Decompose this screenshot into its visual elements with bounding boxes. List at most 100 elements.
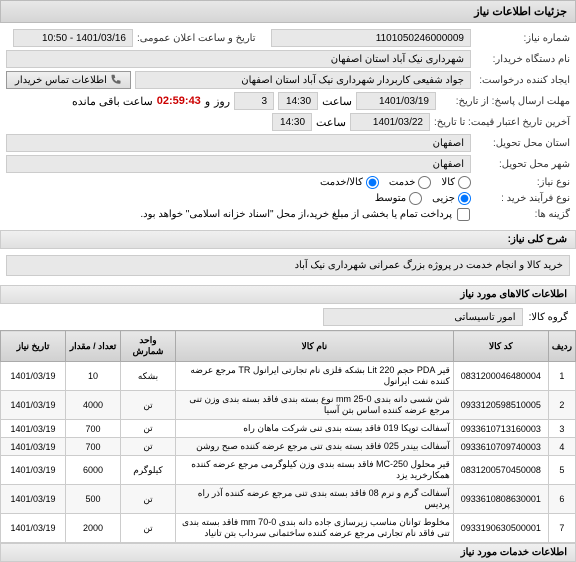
credit-date: 1401/03/22 xyxy=(350,113,430,131)
reply-time: 14:30 xyxy=(278,92,318,110)
cell-name: آسفالت گرم و نرم 08 فاقد بسته بندی تنی م… xyxy=(176,485,454,514)
buyer-org-label: نام دستگاه خریدار: xyxy=(475,54,570,65)
need-no-label: شماره نیاز: xyxy=(475,33,570,44)
cell-unit: تن xyxy=(121,391,176,420)
reply-days: 3 xyxy=(234,92,274,110)
table-row[interactable]: 60933610808630001آسفالت گرم و نرم 08 فاق… xyxy=(1,485,576,514)
cell-date: 1401/03/19 xyxy=(1,456,66,485)
col-code: کد کالا xyxy=(453,331,548,362)
saat-label-2: ساعت xyxy=(316,116,346,129)
cell-name: آسفالت بیندر 025 فاقد بسته بندی تنی مرجع… xyxy=(176,438,454,456)
contact-btn-label: اطلاعات تماس خریدار xyxy=(15,75,107,86)
reply-date: 1401/03/19 xyxy=(356,92,436,110)
requester-value: جواد شفیعی کاربردار شهرداری نیک آباد است… xyxy=(135,71,471,89)
col-date: تاریخ نیاز xyxy=(1,331,66,362)
city-label: شهر محل تحویل: xyxy=(475,159,570,170)
cell-code: 0933120598510005 xyxy=(453,391,548,420)
description-box: خرید کالا و انجام خدمت در پروژه بزرگ عمر… xyxy=(6,255,570,276)
saat-label-1: ساعت xyxy=(322,95,352,108)
cell-code: 0831200570450008 xyxy=(453,456,548,485)
cell-num: 6 xyxy=(548,485,575,514)
cell-code: 0933610709740003 xyxy=(453,438,548,456)
rooz-label: روز xyxy=(214,95,230,108)
cell-qty: 4000 xyxy=(66,391,121,420)
cell-qty: 700 xyxy=(66,420,121,438)
table-row[interactable]: 50831200570450008قیر محلول MC-250 فاقد ب… xyxy=(1,456,576,485)
cell-code: 0933610808630001 xyxy=(453,485,548,514)
cell-num: 2 xyxy=(548,391,575,420)
services-header: اطلاعات خدمات مورد نیاز xyxy=(0,543,576,562)
credit-time: 14:30 xyxy=(272,113,312,131)
city-value: اصفهان xyxy=(6,155,471,173)
cell-name: آسفالت توپکا 019 فاقد بسته بندی تنی شرکت… xyxy=(176,420,454,438)
announce-value: 1401/03/16 - 10:50 xyxy=(13,29,133,47)
cell-date: 1401/03/19 xyxy=(1,420,66,438)
buyer-org-value: شهرداری نیک آباد استان اصفهان xyxy=(6,50,471,68)
cell-qty: 700 xyxy=(66,438,121,456)
cell-code: 0933190630500001 xyxy=(453,514,548,543)
col-num: ردیف xyxy=(548,331,575,362)
need-type-kala[interactable]: کالا xyxy=(441,176,471,189)
need-type-khedmat[interactable]: خدمت xyxy=(389,176,432,189)
table-row[interactable]: 20933120598510005شن شسی دانه بندی mm 25-… xyxy=(1,391,576,420)
reply-deadline-label: مهلت ارسال پاسخ: از تاریخ: xyxy=(440,96,570,107)
cell-qty: 6000 xyxy=(66,456,121,485)
announce-label: تاریخ و ساعت اعلان عمومی: xyxy=(137,33,267,44)
buy-process-med[interactable]: متوسط xyxy=(375,192,422,205)
need-type-both[interactable]: کالا/خدمت xyxy=(320,176,379,189)
cell-code: 0933610713160003 xyxy=(453,420,548,438)
va-label: و xyxy=(205,95,210,108)
requester-label: ایجاد کننده درخواست: xyxy=(475,75,570,86)
cell-date: 1401/03/19 xyxy=(1,391,66,420)
partial-pay-checkbox[interactable] xyxy=(457,208,470,221)
cell-unit: تن xyxy=(121,514,176,543)
buy-process-label: نوع فرآیند خرید : xyxy=(475,193,570,204)
table-row[interactable]: 40933610709740003آسفالت بیندر 025 فاقد ب… xyxy=(1,438,576,456)
cell-date: 1401/03/19 xyxy=(1,438,66,456)
remain-label: ساعت باقی مانده xyxy=(72,95,153,108)
province-label: استان محل تحویل: xyxy=(475,138,570,149)
cell-date: 1401/03/19 xyxy=(1,514,66,543)
table-row[interactable]: 70933190630500001مخلوط توانان مناسب زیرس… xyxy=(1,514,576,543)
cell-unit: تن xyxy=(121,438,176,456)
cell-unit: بشکه xyxy=(121,362,176,391)
options-label: گزینه ها: xyxy=(475,209,570,220)
cell-unit: تن xyxy=(121,485,176,514)
cell-name: قیر PDA حجم Lit 220 بشکه فلزی نام تجارتی… xyxy=(176,362,454,391)
countdown-timer: 02:59:43 xyxy=(157,95,201,107)
items-header: اطلاعات کالاهای مورد نیاز xyxy=(0,285,576,304)
cell-date: 1401/03/19 xyxy=(1,362,66,391)
cell-unit: کیلوگرم xyxy=(121,456,176,485)
desc-header: شرح کلی نیاز: xyxy=(0,230,576,249)
buy-process-jozi[interactable]: جزیی xyxy=(432,192,471,205)
credit-expiry-label: آخرین تاریخ اعتبار قیمت: تا تاریخ: xyxy=(434,117,570,128)
need-type-group: کالا خدمت کالا/خدمت xyxy=(320,176,471,189)
province-value: اصفهان xyxy=(6,134,471,152)
phone-icon xyxy=(110,74,122,86)
cell-num: 1 xyxy=(548,362,575,391)
cell-name: شن شسی دانه بندی mm 25-0 نوع بسته بندی ف… xyxy=(176,391,454,420)
cell-name: قیر محلول MC-250 فاقد بسته بندی وزن کیلو… xyxy=(176,456,454,485)
cell-qty: 2000 xyxy=(66,514,121,543)
cell-num: 3 xyxy=(548,420,575,438)
contact-info-button[interactable]: اطلاعات تماس خریدار xyxy=(6,71,131,89)
table-row[interactable]: 30933610713160003آسفالت توپکا 019 فاقد ب… xyxy=(1,420,576,438)
need-no-value: 1101050246000009 xyxy=(271,29,471,47)
table-row[interactable]: 10831200046480004قیر PDA حجم Lit 220 بشک… xyxy=(1,362,576,391)
cell-num: 4 xyxy=(548,438,575,456)
cell-qty: 10 xyxy=(66,362,121,391)
col-qty: تعداد / مقدار xyxy=(66,331,121,362)
need-type-label: نوع نیاز: xyxy=(475,177,570,188)
cell-qty: 500 xyxy=(66,485,121,514)
cell-date: 1401/03/19 xyxy=(1,485,66,514)
group-value: امور تاسیساتی xyxy=(323,308,523,326)
details-header: جزئیات اطلاعات نیاز xyxy=(0,0,576,23)
buy-process-group: جزیی متوسط xyxy=(375,192,471,205)
items-table: ردیف کد کالا نام کالا واحد شمارش تعداد /… xyxy=(0,330,576,543)
partial-pay-note: پرداخت تمام یا بخشی از مبلغ خرید،از محل … xyxy=(140,209,452,220)
col-unit: واحد شمارش xyxy=(121,331,176,362)
cell-num: 5 xyxy=(548,456,575,485)
cell-code: 0831200046480004 xyxy=(453,362,548,391)
col-name: نام کالا xyxy=(176,331,454,362)
cell-num: 7 xyxy=(548,514,575,543)
